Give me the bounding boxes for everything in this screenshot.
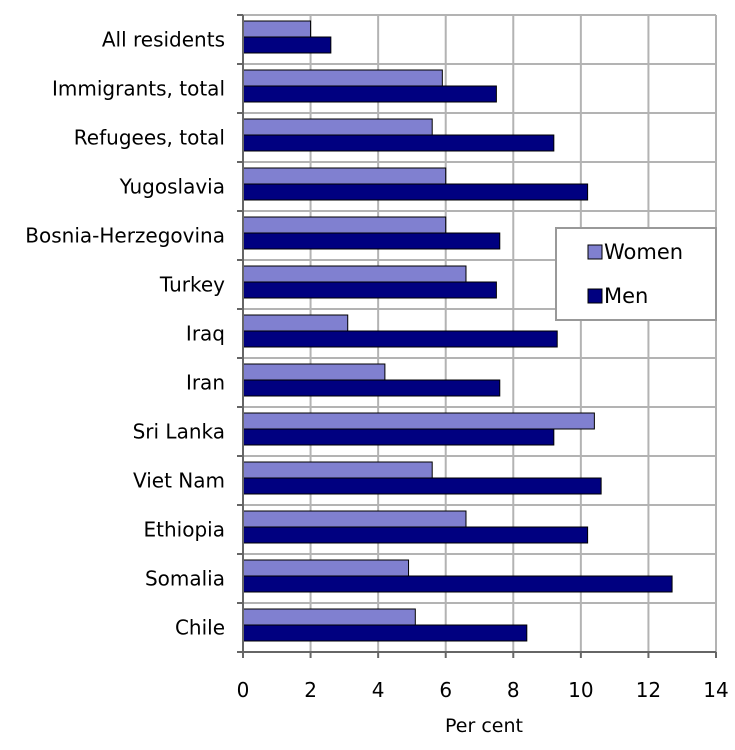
x-tick-label: 12 bbox=[636, 678, 661, 702]
category-label: Yugoslavia bbox=[119, 175, 225, 199]
bar-men-11 bbox=[242, 575, 673, 593]
legend-label-women: Women bbox=[604, 240, 683, 264]
x-tick-label: 6 bbox=[439, 678, 452, 702]
x-tick-label: 14 bbox=[703, 678, 728, 702]
bars bbox=[242, 20, 673, 642]
category-label: Iran bbox=[186, 371, 225, 395]
legend: Women Men bbox=[555, 227, 717, 321]
category-label: Turkey bbox=[159, 273, 225, 297]
category-label: Bosnia-Herzegovina bbox=[25, 224, 225, 248]
bar-men-8 bbox=[242, 428, 555, 446]
category-labels: All residents Immigrants, total Refugees, … bbox=[25, 28, 225, 640]
category-label: Immigrants, total bbox=[52, 77, 225, 101]
bar-women-6 bbox=[242, 314, 349, 332]
bar-women-5 bbox=[242, 265, 467, 283]
x-tick-labels: 0 2 4 6 8 10 12 14 bbox=[237, 678, 729, 702]
bar-men-12 bbox=[242, 624, 528, 642]
x-tick-label: 0 bbox=[237, 678, 250, 702]
x-axis-title: Per cent bbox=[445, 715, 523, 737]
bar-men-10 bbox=[242, 526, 589, 544]
category-label: All residents bbox=[102, 28, 225, 52]
bar-women-0 bbox=[242, 20, 312, 38]
bar-women-3 bbox=[242, 167, 447, 185]
legend-swatch-women bbox=[587, 244, 603, 260]
bar-women-7 bbox=[242, 363, 386, 381]
x-tick-label: 4 bbox=[372, 678, 385, 702]
category-label: Refugees, total bbox=[74, 126, 225, 150]
bar-men-1 bbox=[242, 85, 497, 103]
bar-men-9 bbox=[242, 477, 602, 495]
category-label: Sri Lanka bbox=[133, 420, 225, 444]
bar-women-4 bbox=[242, 216, 447, 234]
axis-lines bbox=[237, 14, 717, 658]
category-label: Ethiopia bbox=[144, 518, 225, 542]
bar-women-11 bbox=[242, 559, 410, 577]
legend-swatch-men bbox=[587, 288, 603, 304]
legend-label-men: Men bbox=[604, 284, 648, 308]
bar-women-9 bbox=[242, 461, 433, 479]
x-tick-label: 10 bbox=[568, 678, 593, 702]
bar-men-5 bbox=[242, 281, 497, 299]
category-label: Viet Nam bbox=[133, 469, 225, 493]
x-tick-label: 2 bbox=[304, 678, 317, 702]
bar-men-2 bbox=[242, 134, 555, 152]
category-label: Chile bbox=[175, 616, 225, 640]
bar-women-8 bbox=[242, 412, 595, 430]
bar-women-2 bbox=[242, 118, 433, 136]
legend-box bbox=[555, 227, 717, 321]
bar-men-7 bbox=[242, 379, 501, 397]
bar-men-0 bbox=[242, 36, 332, 54]
bar-men-6 bbox=[242, 330, 558, 348]
bar-women-12 bbox=[242, 608, 416, 626]
bar-women-1 bbox=[242, 69, 443, 87]
bar-women-10 bbox=[242, 510, 467, 528]
x-tick-label: 8 bbox=[507, 678, 520, 702]
bar-men-4 bbox=[242, 232, 501, 250]
bar-men-3 bbox=[242, 183, 589, 201]
category-label: Iraq bbox=[186, 322, 225, 346]
category-label: Somalia bbox=[145, 567, 225, 591]
